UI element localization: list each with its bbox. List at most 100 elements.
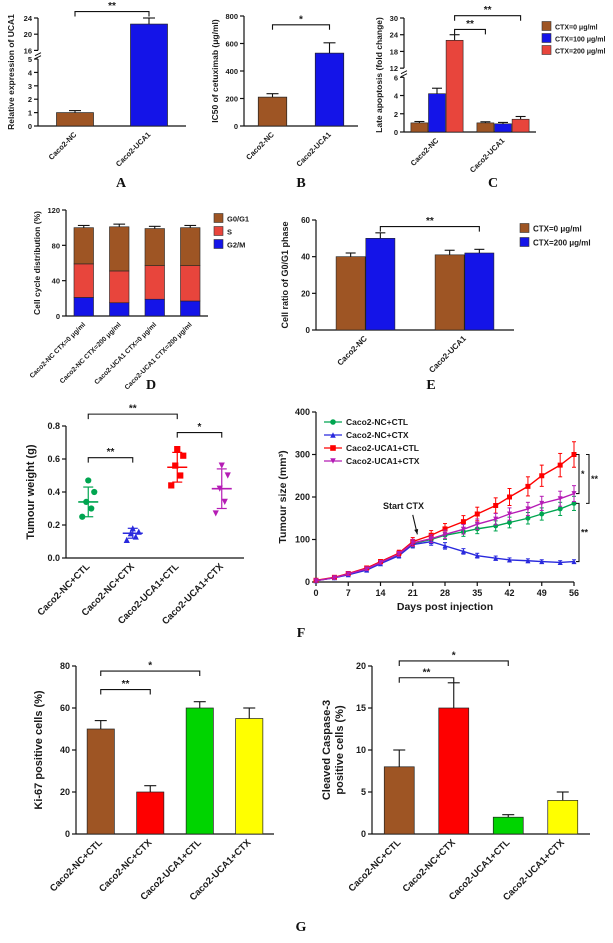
panel-label-b: B xyxy=(296,176,306,191)
panel-label-a: A xyxy=(115,176,127,191)
svg-text:0: 0 xyxy=(305,577,310,587)
svg-text:7: 7 xyxy=(346,588,351,598)
svg-text:Caco2-NC CTX=0 μg/ml: Caco2-NC CTX=0 μg/ml xyxy=(29,321,88,380)
svg-text:CTX=200 μg/ml: CTX=200 μg/ml xyxy=(555,49,605,56)
panel-f-chart-tumour-weight: 0.0 0.2 0.4 0.6 0.8 Tumour weight (g) Caco2-NC… xyxy=(20,396,260,634)
svg-text:24: 24 xyxy=(390,31,399,40)
svg-text:0: 0 xyxy=(65,829,70,839)
svg-text:Ki-67 positive cells (%): Ki-67 positive cells (%) xyxy=(33,690,45,810)
svg-text:40: 40 xyxy=(52,277,60,286)
svg-text:Caco2-NC: Caco2-NC xyxy=(244,130,276,162)
svg-text:80: 80 xyxy=(52,241,60,250)
svg-text:**: ** xyxy=(484,5,492,16)
svg-text:*: * xyxy=(581,469,585,479)
svg-text:40: 40 xyxy=(60,745,70,755)
panel-f-chart-tumour-size: 0 100 200 300 400 Tumour size (mm³) 0 7 14 21 28 35… xyxy=(272,402,610,622)
panel-b-chart-ic50-cetuximab: 0 200 400 600 800 IC50 of cetuximab (μg/ml) Ca… xyxy=(208,2,370,174)
svg-text:200: 200 xyxy=(225,95,238,104)
svg-text:0: 0 xyxy=(306,326,311,335)
svg-text:Caco2-NC: Caco2-NC xyxy=(336,334,370,368)
svg-text:Caco2-NC+CTL: Caco2-NC+CTL xyxy=(48,837,105,894)
svg-text:Tumour weight (g): Tumour weight (g) xyxy=(25,444,37,539)
svg-text:0.2: 0.2 xyxy=(47,520,60,530)
svg-text:60: 60 xyxy=(60,703,70,713)
svg-text:Caco2-UCA1 CTX=0 μg/ml: Caco2-UCA1 CTX=0 μg/ml xyxy=(94,321,159,386)
svg-text:Caco2-NC: Caco2-NC xyxy=(409,136,441,168)
svg-text:CTX=0 μg/ml: CTX=0 μg/ml xyxy=(533,225,582,234)
svg-text:G2/M: G2/M xyxy=(227,241,245,250)
svg-text:0.4: 0.4 xyxy=(47,487,60,497)
svg-text:20: 20 xyxy=(301,289,310,298)
panel-g-chart-ki67: 0 20 40 60 80 Ki-67 positive cells (%) Caco2-N… xyxy=(28,650,290,918)
panel-d-chart-cell-cycle: 0 40 80 120 Cell cycle distribution (%) Caco2… xyxy=(29,200,270,392)
svg-text:**: ** xyxy=(466,19,474,30)
svg-text:Caco2-UCA1+CTX: Caco2-UCA1+CTX xyxy=(501,837,567,903)
svg-text:0.0: 0.0 xyxy=(47,553,60,563)
svg-text:2: 2 xyxy=(28,95,32,104)
svg-text:24: 24 xyxy=(24,14,33,23)
svg-text:16: 16 xyxy=(24,46,32,55)
svg-text:CTX=100 μg/ml: CTX=100 μg/ml xyxy=(555,37,605,44)
panel-e-chart-g0g1-ratio: 0 20 40 60 Cell ratio of G0/G1 phase Caco2-NC… xyxy=(276,206,610,376)
svg-text:**: ** xyxy=(129,404,137,415)
svg-text:40: 40 xyxy=(301,253,310,262)
svg-text:CTX=0 μg/ml: CTX=0 μg/ml xyxy=(555,25,598,32)
panel-label-g: G xyxy=(295,920,307,935)
svg-text:800: 800 xyxy=(225,12,238,21)
svg-text:Caco2-UCA1: Caco2-UCA1 xyxy=(468,136,506,174)
svg-text:20: 20 xyxy=(60,787,70,797)
svg-text:0: 0 xyxy=(234,122,238,131)
svg-text:0.8: 0.8 xyxy=(47,421,60,431)
svg-text:Caco2-UCA1: Caco2-UCA1 xyxy=(114,130,152,168)
svg-text:*: * xyxy=(452,650,456,661)
svg-text:Days post injection: Days post injection xyxy=(397,601,493,613)
svg-text:Caco2-NC+CTX: Caco2-NC+CTX xyxy=(346,430,409,440)
svg-text:20: 20 xyxy=(24,30,32,39)
svg-text:Caco2-UCA1+CTX: Caco2-UCA1+CTX xyxy=(346,456,420,466)
svg-text:4: 4 xyxy=(394,92,399,101)
panel-a-chart-uca1-expression: 0 1 2 3 4 5 16 20 24 Relative expression of UCA1 C… xyxy=(4,1,200,174)
svg-text:3: 3 xyxy=(28,82,32,91)
panel-g-chart-caspase3: 0 5 10 15 20 Cleaved Caspase-3 positive cells … xyxy=(318,650,608,918)
svg-text:0: 0 xyxy=(361,829,366,839)
panel-c-chart-late-apoptosis: 0 2 4 6 12 18 24 30 Late apoptosis (fold change)… xyxy=(374,2,610,174)
svg-text:Cell ratio of G0/G1 phase: Cell ratio of G0/G1 phase xyxy=(280,221,290,328)
svg-text:300: 300 xyxy=(295,450,310,460)
svg-text:Relative expression of UCA1: Relative expression of UCA1 xyxy=(6,14,16,130)
svg-text:Caco2-UCA1+CTL: Caco2-UCA1+CTL xyxy=(346,443,419,453)
svg-text:Cleaved Caspase-3: Cleaved Caspase-3 xyxy=(321,700,333,800)
svg-text:IC50 of cetuximab (μg/ml): IC50 of cetuximab (μg/ml) xyxy=(210,19,220,123)
svg-text:49: 49 xyxy=(537,588,547,598)
panel-label-e: E xyxy=(426,378,436,393)
svg-text:0: 0 xyxy=(313,588,318,598)
svg-text:6: 6 xyxy=(394,73,398,82)
svg-text:400: 400 xyxy=(295,407,310,417)
svg-text:5: 5 xyxy=(28,55,32,64)
svg-text:2: 2 xyxy=(394,110,398,119)
svg-text:42: 42 xyxy=(504,588,514,598)
svg-text:Caco2-NC+CTL: Caco2-NC+CTL xyxy=(347,837,404,894)
svg-text:600: 600 xyxy=(225,40,238,49)
svg-text:*: * xyxy=(148,661,152,672)
svg-text:28: 28 xyxy=(440,588,450,598)
svg-text:**: ** xyxy=(108,1,116,12)
svg-text:18: 18 xyxy=(390,47,398,56)
svg-text:Caco2-UCA1: Caco2-UCA1 xyxy=(294,130,332,168)
svg-text:56: 56 xyxy=(569,588,579,598)
svg-text:**: ** xyxy=(581,527,589,537)
svg-text:35: 35 xyxy=(472,588,482,598)
svg-text:5: 5 xyxy=(361,787,366,797)
panel-label-f: F xyxy=(296,626,306,641)
svg-text:0.6: 0.6 xyxy=(47,454,60,464)
svg-text:Caco2-NC+CTL: Caco2-NC+CTL xyxy=(346,417,408,427)
svg-text:1: 1 xyxy=(28,109,32,118)
svg-text:60: 60 xyxy=(301,216,310,225)
svg-text:CTX=200 μg/ml: CTX=200 μg/ml xyxy=(533,239,591,248)
svg-text:Caco2-NC+CTX: Caco2-NC+CTX xyxy=(401,837,459,895)
panel-label-d: D xyxy=(145,378,157,393)
svg-text:4: 4 xyxy=(28,68,33,77)
svg-text:Caco2-NC CTX=200 μg/ml: Caco2-NC CTX=200 μg/ml xyxy=(59,321,123,385)
svg-text:15: 15 xyxy=(356,703,366,713)
svg-text:**: ** xyxy=(426,216,434,227)
